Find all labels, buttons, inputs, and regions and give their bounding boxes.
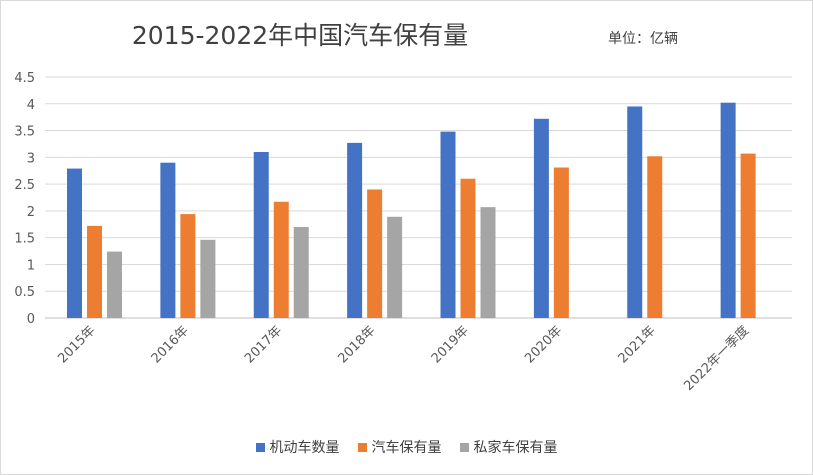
bar-1 [67, 168, 82, 318]
legend-item: 私家车保有量 [459, 437, 558, 457]
bar-3 [387, 216, 403, 318]
bar-1 [627, 106, 643, 318]
legend: 机动车数量 汽车保有量 私家车保有量 [0, 437, 813, 457]
x-tick-label: 2018年 [335, 323, 378, 366]
chart-title: 2015-2022年中国汽车保有量 [131, 21, 469, 50]
bar-1 [720, 102, 736, 318]
x-tick-label: 2021年 [616, 323, 659, 366]
bar-2 [740, 153, 756, 318]
bar-2 [87, 225, 102, 318]
y-tick-label: 3.5 [14, 125, 35, 140]
bar-2 [553, 167, 569, 318]
bar-chart: 0 0.5 1 1.5 2 2.5 3 3.5 4 4.5 2015年 2016年 2017年 2018… [14, 71, 792, 394]
bar-3 [200, 239, 216, 318]
x-tick-label: 2022年一季度 [681, 323, 752, 394]
x-tick-label: 2016年 [149, 323, 192, 366]
y-tick-label: 3 [27, 151, 35, 166]
y-tick-label: 1 [27, 258, 35, 273]
y-tick-label: 1.5 [14, 232, 35, 247]
x-tick-label: 2017年 [242, 323, 285, 366]
bar-2 [273, 201, 289, 318]
bar-1 [440, 131, 456, 318]
bar-1 [533, 118, 549, 318]
bar-2 [180, 214, 196, 318]
y-tick-label: 4.5 [14, 71, 35, 86]
bar-2 [367, 189, 383, 318]
legend-swatch [357, 442, 367, 452]
legend-swatch [255, 442, 265, 452]
legend-label: 私家车保有量 [473, 440, 558, 456]
bar-1 [347, 142, 363, 318]
x-tick-label: 2020年 [522, 323, 565, 366]
legend-item: 汽车保有量 [357, 437, 442, 457]
bar-3 [293, 226, 309, 318]
bar-1 [160, 162, 176, 318]
x-axis-ticks: 2015年 2016年 2017年 2018年 2019年 2020年 2021年 2022年… [55, 323, 752, 394]
y-axis-ticks: 0 0.5 1 1.5 2 2.5 3 3.5 4 4.5 [14, 71, 35, 327]
y-tick-label: 4 [27, 98, 35, 113]
legend-item: 机动车数量 [255, 437, 340, 457]
bar-2 [460, 178, 476, 318]
y-tick-label: 0.5 [14, 285, 35, 300]
unit-label: 单位：亿辆 [608, 31, 678, 47]
bar-1 [253, 151, 269, 318]
legend-swatch [459, 442, 469, 452]
bar-3 [107, 251, 122, 318]
bar-3 [480, 207, 496, 318]
bar-2 [647, 156, 663, 318]
y-tick-label: 0 [27, 312, 35, 327]
legend-label: 机动车数量 [269, 440, 340, 456]
gridlines [45, 76, 792, 319]
bars [67, 102, 756, 318]
y-tick-label: 2.5 [14, 178, 35, 193]
y-tick-label: 2 [27, 205, 35, 220]
x-tick-label: 2015年 [55, 323, 98, 366]
x-tick-label: 2019年 [429, 323, 472, 366]
legend-label: 汽车保有量 [371, 440, 442, 456]
